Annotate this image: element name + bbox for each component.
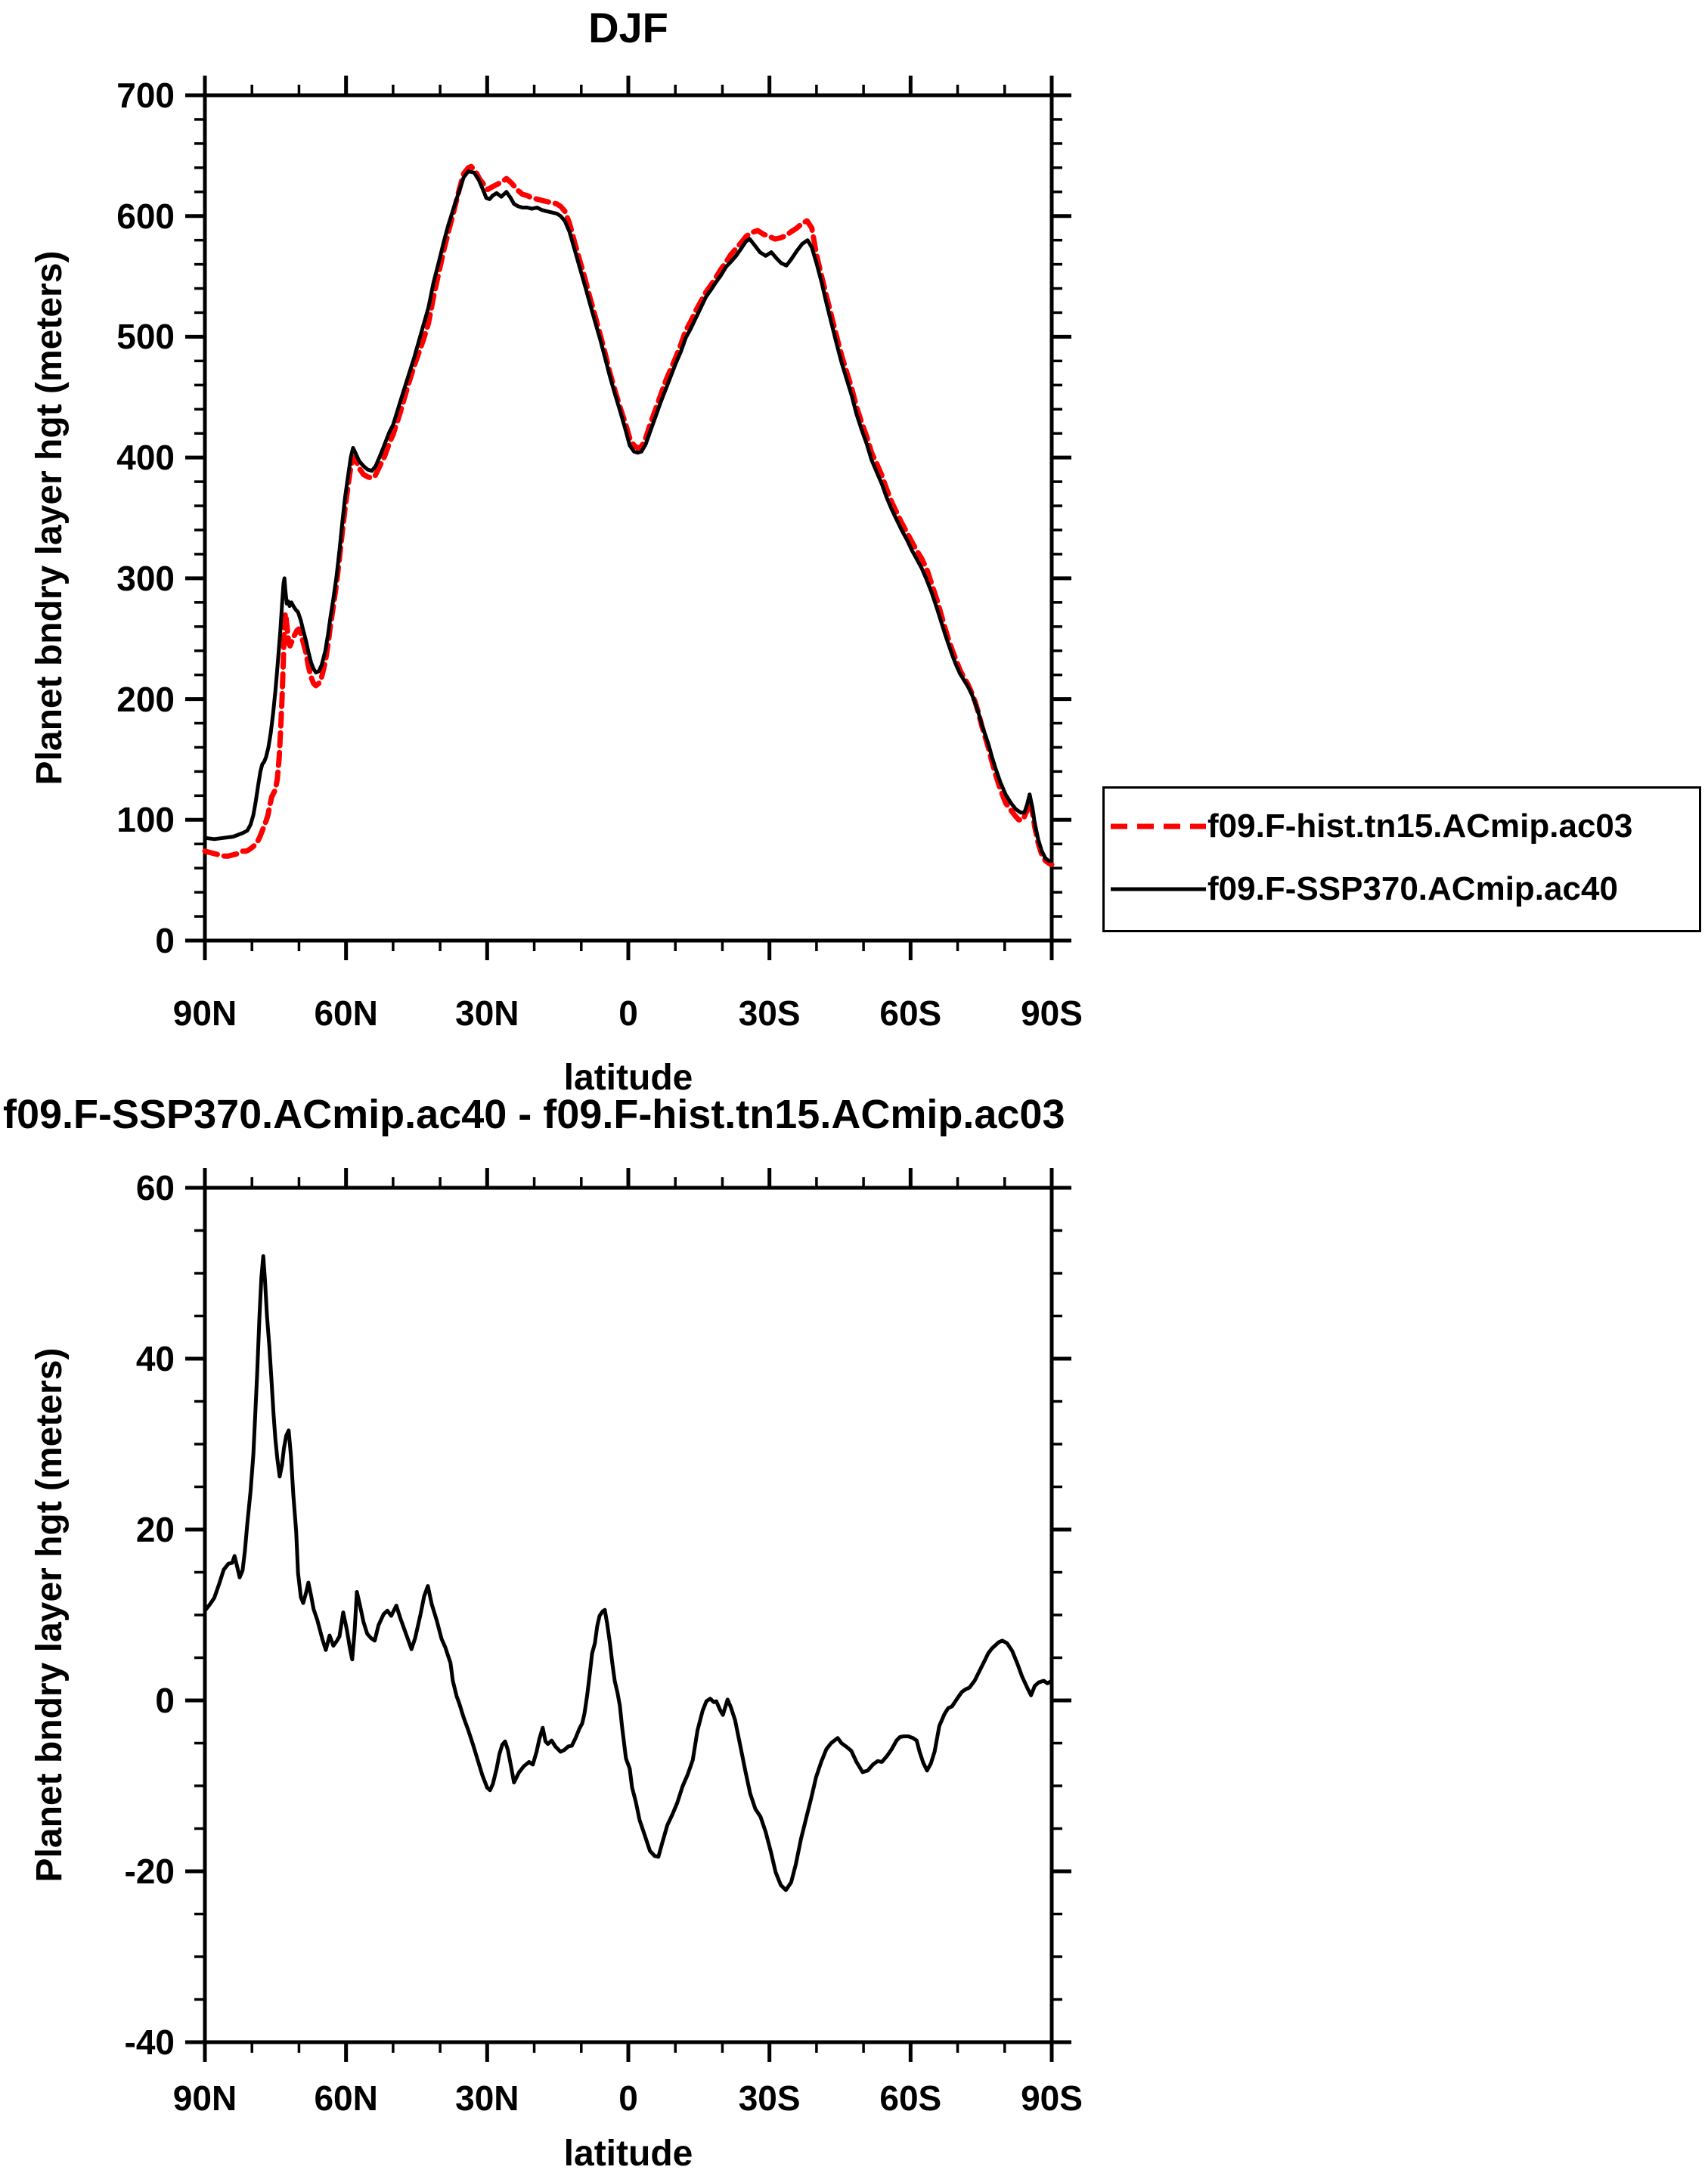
y-tick-label: 700 — [116, 76, 175, 115]
x-tick-label: 30N — [455, 993, 519, 1033]
top-chart-title: DJF — [588, 4, 668, 51]
chart-0 — [185, 76, 1071, 960]
legend-label-hist: f09.F-hist.tn15.ACmip.ac03 — [1207, 807, 1633, 845]
x-tick-label: 30S — [738, 2078, 801, 2118]
series-f09.F-hist.tn15.ACmip.ac03 — [202, 163, 1055, 867]
plot-frame — [203, 93, 1054, 943]
x-tick-label: 60N — [314, 993, 378, 1033]
x-tick-label: 60S — [879, 993, 942, 1033]
bottom-y-axis-title: Planet bndry layer hgt (meters) — [29, 1347, 70, 1883]
difference-chart-title: f09.F-SSP370.ACmip.ac40 - f09.F-hist.tn1… — [3, 1092, 1065, 1137]
y-tick-label: 0 — [155, 921, 175, 960]
y-tick-label: 100 — [116, 800, 175, 840]
y-tick-label: 20 — [135, 1510, 175, 1549]
x-tick-label: 30S — [738, 993, 801, 1033]
x-tick-label: 60N — [314, 2078, 378, 2118]
x-tick-label: 90N — [172, 2078, 237, 2118]
x-tick-label: 0 — [618, 993, 638, 1033]
legend-label-ssp370: f09.F-SSP370.ACmip.ac40 — [1207, 870, 1618, 907]
y-tick-label: 300 — [116, 558, 175, 598]
x-tick-label: 0 — [618, 2078, 638, 2118]
y-tick-label: 0 — [155, 1681, 175, 1720]
legend-box: f09.F-hist.tn15.ACmip.ac03 f09.F-SSP370.… — [1102, 786, 1701, 932]
series-f09.F-SSP370.ACmip.ac40 — [203, 169, 1054, 863]
legend-dashed-red-line-sample — [1111, 823, 1206, 829]
y-tick-label: -40 — [124, 2023, 175, 2062]
y-tick-label: 500 — [116, 317, 175, 357]
x-tick-label: 60S — [879, 2078, 942, 2118]
y-tick-label: 200 — [116, 679, 175, 719]
bottom-x-axis-title: latitude — [563, 2134, 693, 2174]
series-difference — [203, 1254, 1054, 1892]
x-tick-label: 90S — [1021, 993, 1083, 1033]
x-tick-label: 90S — [1021, 2078, 1083, 2118]
x-tick-label: 30N — [455, 2078, 519, 2118]
x-tick-label: 90N — [172, 993, 237, 1033]
legend-solid-black-line-sample — [1111, 887, 1206, 891]
top-x-axis-title: latitude — [563, 1058, 693, 1098]
y-tick-label: 400 — [116, 438, 175, 478]
y-tick-label: 40 — [135, 1339, 175, 1378]
plot-frame — [203, 1186, 1054, 2044]
y-tick-label: -20 — [124, 1852, 175, 1891]
y-tick-label: 60 — [135, 1168, 175, 1207]
y-tick-label: 600 — [116, 196, 175, 236]
top-y-axis-title: Planet bndry layer hgt (meters) — [29, 250, 70, 786]
chart-1 — [185, 1168, 1071, 2062]
